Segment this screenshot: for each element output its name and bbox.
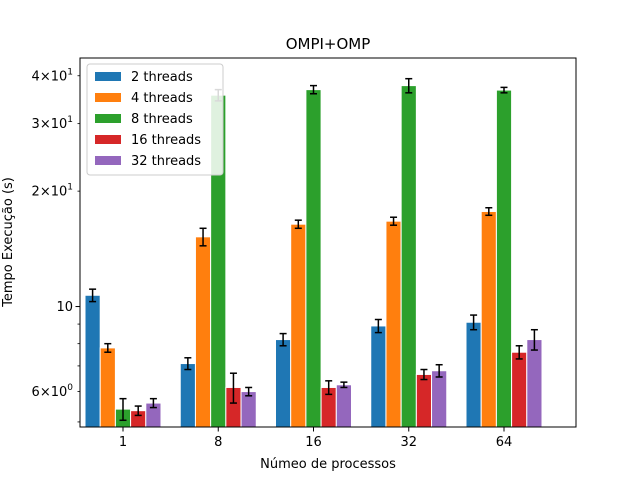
legend-swatch-8-threads [95, 114, 121, 123]
legend-label-16-threads: 16 threads [131, 133, 201, 148]
y-tick-label-10: 10 [56, 300, 73, 315]
y-tick-label-40: 4×101 [32, 67, 73, 84]
y-axis-ticks: 6×100 10 2×101 3×101 4×101 [32, 67, 80, 423]
errorbar-4-threads-16 [294, 219, 302, 230]
errorbar-8-threads-64 [500, 86, 508, 94]
errorbars-layer [89, 77, 538, 422]
errorbar-32-threads-1 [149, 397, 157, 409]
bar-8-threads-32 [400, 85, 417, 428]
legend-swatch-16-threads [95, 135, 121, 144]
errorbar-2-threads-1 [89, 288, 97, 303]
legend-swatch-32-threads [95, 156, 121, 165]
errorbar-2-threads-8 [184, 357, 192, 371]
errorbar-16-threads-1 [134, 405, 142, 417]
bar-32-threads-32 [431, 370, 448, 428]
x-tick-label-64: 64 [496, 435, 513, 450]
bar-2-threads-16 [275, 339, 292, 428]
legend-label-2-threads: 2 threads [131, 70, 193, 85]
errorbar-16-threads-16 [325, 380, 333, 396]
legend-entry-8-threads: 8 threads [95, 112, 193, 127]
bar-32-threads-8 [240, 391, 257, 428]
errorbar-8-threads-32 [405, 77, 413, 94]
legend-entry-4-threads: 4 threads [95, 91, 193, 106]
bar-16-threads-32 [415, 373, 433, 428]
errorbar-8-threads-1 [119, 397, 127, 422]
x-tick-label-1: 1 [119, 435, 127, 450]
errorbar-2-threads-64 [470, 314, 478, 331]
errorbar-16-threads-64 [515, 345, 523, 360]
legend-label-8-threads: 8 threads [131, 112, 193, 127]
errorbar-32-threads-64 [530, 328, 538, 351]
bar-2-threads-8 [179, 363, 196, 428]
bar-32-threads-16 [335, 384, 352, 428]
bar-8-threads-64 [495, 89, 513, 428]
errorbar-8-threads-16 [310, 84, 317, 95]
x-axis-label: Númeo de processos [260, 457, 396, 472]
bar-4-threads-32 [385, 220, 402, 428]
legend-entry-32-threads: 32 threads [95, 154, 201, 169]
legend-box [86, 63, 224, 176]
bar-16-threads-64 [511, 351, 528, 428]
bar-2-threads-1 [84, 294, 101, 428]
errorbar-16-threads-32 [420, 368, 428, 381]
bar-8-threads-16 [305, 89, 322, 428]
plot-area-frame [79, 57, 577, 428]
errorbar-2-threads-16 [279, 332, 287, 347]
legend-label-32-threads: 32 threads [131, 154, 201, 169]
errorbar-32-threads-8 [245, 386, 253, 397]
errorbar-4-threads-8 [199, 227, 207, 247]
bar-4-threads-8 [194, 236, 212, 428]
chart-title: OMPI+OMP [286, 35, 371, 53]
x-tick-label-16: 16 [305, 435, 322, 450]
errorbar-4-threads-64 [485, 207, 493, 217]
legend-swatch-2-threads [95, 72, 121, 81]
errorbar-32-threads-16 [340, 381, 348, 389]
errorbar-4-threads-32 [390, 216, 398, 226]
legend-entry-16-threads: 16 threads [95, 133, 201, 148]
errorbar-32-threads-32 [435, 363, 443, 378]
legend: 2 threads 4 threads 8 threads 16 threads 32 … [86, 63, 224, 176]
bar-2-threads-32 [370, 325, 387, 428]
errorbar-2-threads-32 [374, 318, 382, 334]
errorbar-4-threads-1 [104, 342, 112, 353]
y-axis-label: Tempo Execução (s) [1, 177, 16, 308]
y-tick-label-20: 2×101 [32, 183, 73, 200]
x-tick-label-32: 32 [400, 435, 417, 450]
bar-4-threads-16 [290, 223, 307, 428]
x-axis-ticks: 1 8 16 32 64 [119, 427, 512, 450]
y-tick-label-30: 3×101 [32, 115, 73, 132]
errorbar-16-threads-8 [229, 372, 237, 404]
bar-4-threads-64 [480, 210, 497, 428]
bar-32-threads-64 [526, 339, 543, 428]
legend-entry-2-threads: 2 threads [95, 70, 193, 85]
bar-4-threads-1 [99, 347, 116, 428]
legend-swatch-4-threads [95, 93, 121, 102]
bar-2-threads-64 [465, 321, 482, 428]
legend-label-4-threads: 4 threads [131, 91, 193, 106]
x-tick-label-8: 8 [214, 435, 222, 450]
y-tick-label-6: 6×100 [32, 383, 74, 400]
